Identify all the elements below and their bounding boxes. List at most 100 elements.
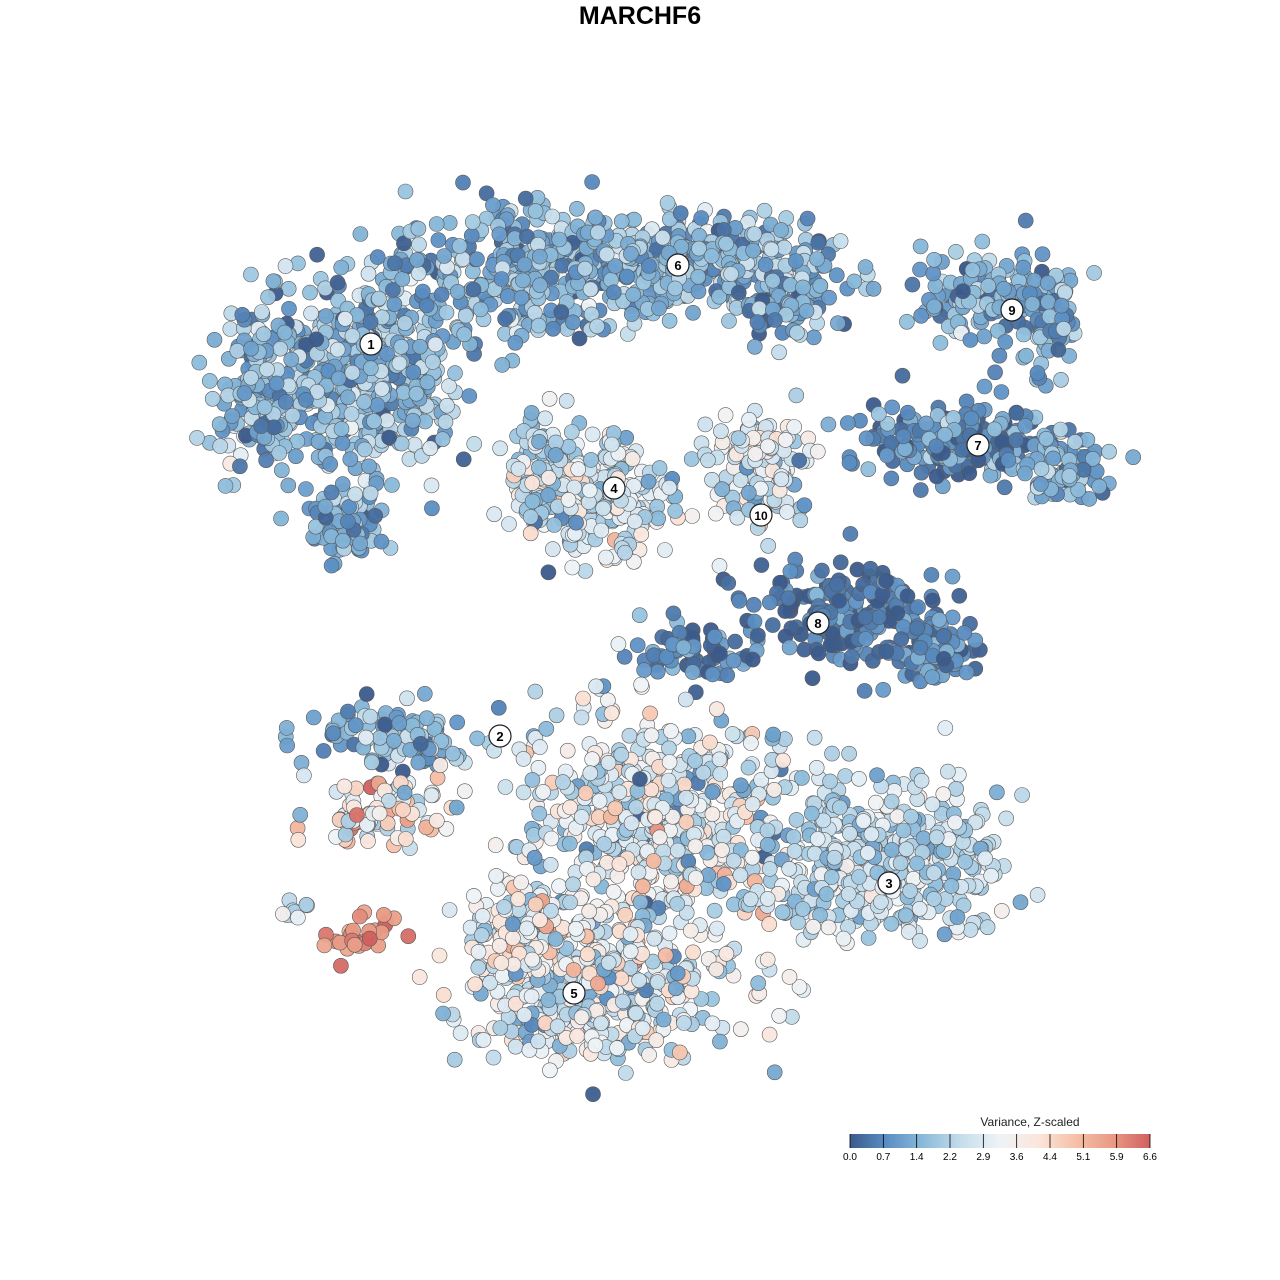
data-point [600,954,617,971]
data-point [485,197,501,213]
data-point [892,855,909,872]
data-point [189,430,205,446]
legend-tick-label: 2.2 [943,1152,957,1163]
data-point [711,751,728,768]
data-point [628,799,645,816]
data-point [617,907,634,923]
data-point [531,248,548,265]
data-point [878,572,894,589]
cluster-label-6: 6 [666,253,690,277]
data-point [322,456,339,472]
data-point [842,825,858,842]
data-point [541,390,558,407]
data-point [676,1015,692,1031]
chart-title: MARCHF6 [578,2,702,30]
data-point [465,888,482,904]
data-point [648,1032,665,1048]
data-point [255,326,272,343]
cluster-label-2: 2 [488,724,512,748]
data-point [591,793,608,809]
data-point [461,388,478,404]
data-point [795,279,811,296]
data-point [623,306,640,322]
data-point [571,330,588,347]
data-point [895,822,912,839]
data-point [663,723,679,739]
data-point [558,392,575,409]
data-point [720,575,737,591]
data-point [912,238,929,255]
data-point [217,478,234,494]
data-point [732,777,749,794]
data-point [997,334,1014,350]
data-point [191,354,208,371]
data-point [385,282,401,298]
data-point [715,828,732,845]
data-point [1086,265,1102,281]
data-point [909,855,925,872]
data-point [418,710,435,727]
data-point [991,347,1008,364]
data-point [744,796,761,813]
data-point [812,277,829,294]
data-point [600,692,616,709]
data-point [352,226,369,242]
data-point [336,778,353,795]
data-point [678,789,694,806]
data-point [632,771,648,787]
data-point [719,667,736,684]
data-point [497,779,514,795]
data-point [976,328,993,345]
data-point [492,1020,509,1036]
data-point [717,407,734,423]
data-point [1017,465,1033,482]
data-point [842,526,859,542]
data-point [329,274,346,291]
legend-tick-label: 5.1 [1076,1152,1090,1163]
svg-text:3: 3 [885,876,892,891]
data-point [568,514,584,531]
data-point [472,301,489,318]
data-point [530,1033,547,1050]
data-point [474,908,491,924]
data-point [537,410,553,427]
data-point [860,930,877,946]
data-point [305,709,322,726]
data-point [397,831,414,847]
data-point [936,926,953,943]
data-point [393,435,410,452]
data-point [1040,275,1056,291]
data-point [581,903,598,920]
data-point [944,568,961,585]
data-point [386,296,403,313]
data-point [418,297,435,314]
data-point [410,220,427,237]
data-point [329,341,346,358]
data-point [593,1015,609,1032]
data-point [448,799,465,816]
data-point [826,849,843,866]
data-point [723,266,739,282]
data-point [669,965,686,982]
data-point [309,246,325,263]
data-point [704,1015,721,1032]
data-point [516,1007,533,1023]
data-point [634,878,651,895]
data-point [358,686,375,702]
data-point [202,373,218,389]
data-point [926,251,942,268]
data-point [275,906,291,922]
data-point [290,831,307,848]
data-point [759,836,776,853]
data-point [457,307,474,324]
data-point [391,715,408,731]
data-point [310,433,327,450]
data-point [379,346,395,362]
data-point [957,853,973,870]
data-point [439,397,455,414]
cluster-label-10: 10 [749,503,773,527]
data-point [630,864,647,881]
data-point [839,415,856,431]
data-point [857,631,874,647]
data-point [794,770,810,786]
